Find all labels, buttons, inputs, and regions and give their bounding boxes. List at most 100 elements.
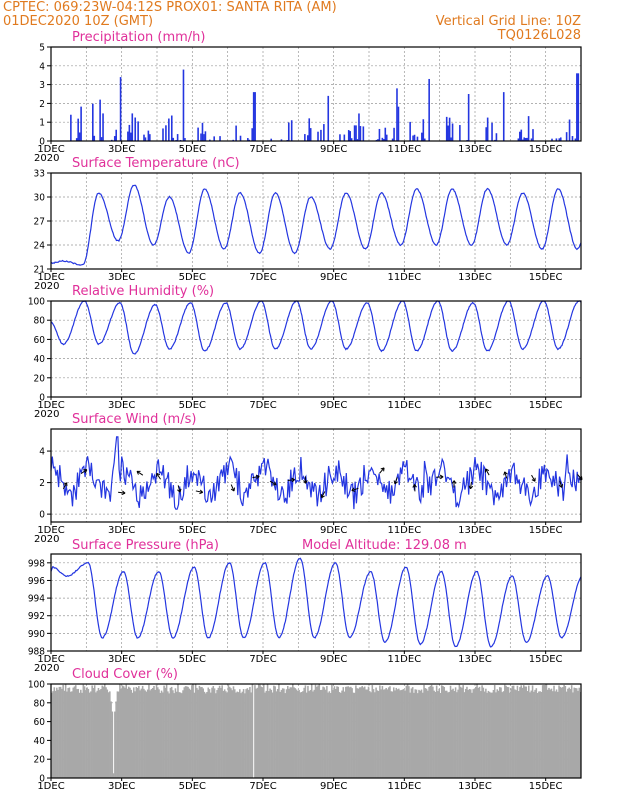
cloud-cover-bar bbox=[406, 684, 409, 778]
cloud-cover-bar bbox=[536, 692, 539, 778]
precipitation-bar bbox=[251, 128, 254, 141]
cloud-cover-bar bbox=[130, 689, 133, 778]
cloud-cover-bar bbox=[339, 692, 342, 778]
precipitation-bar bbox=[75, 138, 78, 141]
cloud-cover-bar bbox=[519, 687, 521, 778]
cloud-cover-bar bbox=[443, 686, 446, 778]
x-tick-label: 7DEC bbox=[249, 272, 276, 283]
cloud-cover-bar bbox=[260, 686, 263, 778]
cloud-cover-bar bbox=[153, 685, 155, 778]
precipitation-bar bbox=[144, 137, 147, 141]
cloud-cover-bar bbox=[280, 689, 283, 778]
cloud-cover-bar bbox=[372, 689, 375, 778]
cloud-cover-bar bbox=[178, 692, 181, 778]
cloud-cover-bar bbox=[540, 691, 543, 778]
cloud-cover-bar bbox=[146, 689, 149, 778]
cloud-cover-bar bbox=[453, 691, 456, 778]
cloud-cover-bar bbox=[549, 689, 552, 778]
precipitation-bar bbox=[397, 106, 400, 141]
cloud-cover-bar bbox=[290, 687, 293, 778]
cloud-cover-bar bbox=[57, 689, 59, 778]
precipitation-bar bbox=[80, 106, 82, 141]
y-tick-label: 20 bbox=[34, 373, 46, 384]
cloud-cover-bar bbox=[472, 689, 475, 778]
cloud-cover-bar bbox=[468, 689, 471, 778]
wind-arrow bbox=[485, 468, 490, 476]
cloud-cover-bar bbox=[144, 690, 146, 778]
cloud-cover-bar bbox=[514, 689, 516, 778]
cloud-cover-bar bbox=[273, 685, 275, 778]
cloud-cover-bar bbox=[122, 686, 125, 778]
cloud-cover-bar bbox=[505, 685, 507, 778]
y-tick-label: 33 bbox=[34, 169, 45, 180]
cloud-cover-bar bbox=[422, 692, 424, 778]
cloud-cover-bar bbox=[376, 690, 379, 778]
x-year-label: 2020 bbox=[34, 281, 59, 292]
x-tick-label: 3DEC bbox=[108, 525, 135, 536]
cloud-cover-bar bbox=[275, 691, 278, 778]
precipitation-bar bbox=[149, 134, 151, 141]
precipitation-bar bbox=[355, 125, 357, 141]
precipitation-bar bbox=[409, 121, 411, 141]
y-tick-label: 60 bbox=[34, 717, 46, 728]
cloud-cover-bar bbox=[507, 687, 510, 778]
cloud-cover-bar bbox=[154, 689, 157, 778]
cloud-cover-bar bbox=[237, 692, 240, 778]
precipitation-bar bbox=[358, 113, 360, 141]
cloud-cover-bar bbox=[558, 685, 560, 778]
x-tick-label: 11DEC bbox=[387, 654, 421, 665]
cloud-cover-bar bbox=[573, 687, 575, 778]
cloud-cover-bar bbox=[384, 689, 386, 778]
precipitation-bar bbox=[102, 113, 104, 141]
pressure-panel: 988 990 992 994 996 998 1DEC 3DEC 5DEC 7DEC 9DEC 11… bbox=[28, 538, 582, 674]
precipitation-bar bbox=[280, 139, 283, 141]
cloud-cover-bar bbox=[394, 690, 396, 778]
precipitation-bar bbox=[130, 132, 132, 141]
x-tick-label: 3DEC bbox=[108, 400, 135, 411]
cloud-cover-bar bbox=[95, 692, 97, 778]
cloud-cover-bar bbox=[207, 687, 210, 778]
precipitation-bar bbox=[353, 125, 356, 141]
cloud-cover-bar bbox=[294, 688, 297, 778]
cloud-cover-bar bbox=[233, 689, 236, 778]
precipitation-bar bbox=[558, 138, 561, 141]
cloud-cover-bar bbox=[241, 691, 244, 778]
cloud-cover-bar bbox=[82, 684, 85, 778]
precipitation-bar bbox=[115, 129, 118, 141]
cloud-cover-bar bbox=[155, 685, 158, 778]
cloud-cover-bar bbox=[184, 686, 187, 778]
cloud-cover-bar bbox=[274, 686, 276, 778]
cloud-cover-bar bbox=[255, 688, 257, 778]
cloud-cover-bar bbox=[112, 773, 115, 778]
cloud-cover-bar bbox=[332, 690, 334, 778]
x-year-label: 2020 bbox=[34, 663, 59, 674]
cloud-cover-bar bbox=[365, 689, 367, 778]
precipitation-bar bbox=[491, 122, 493, 141]
wind-arrow bbox=[303, 476, 308, 484]
precipitation-bar bbox=[428, 78, 430, 141]
x-tick-label: 9DEC bbox=[320, 400, 347, 411]
cloud-cover-bar bbox=[509, 692, 511, 778]
x-tick-label: 11DEC bbox=[387, 781, 421, 792]
wind-arrow bbox=[393, 477, 398, 485]
cloud-cover-bar bbox=[263, 684, 265, 778]
cloud-cover-bar bbox=[347, 686, 350, 778]
precipitation-bar bbox=[396, 88, 398, 141]
cloud-cover-bar bbox=[568, 687, 570, 778]
precipitation-bar bbox=[356, 139, 359, 141]
cloud-cover-bar bbox=[203, 691, 206, 778]
cloud-cover-bar bbox=[228, 686, 231, 778]
x-tick-label: 11DEC bbox=[387, 525, 421, 536]
cloud-cover-bar bbox=[299, 692, 302, 778]
precipitation-bar bbox=[317, 131, 319, 141]
cloud-cover-bar bbox=[333, 686, 336, 778]
precipitation-bar bbox=[502, 92, 505, 141]
cloud-cover-bar bbox=[92, 688, 95, 778]
precipitation-bar bbox=[308, 118, 311, 141]
cloud-cover-bar bbox=[481, 685, 483, 778]
cloud-cover-bar bbox=[379, 685, 381, 778]
precipitation-bar bbox=[359, 126, 362, 141]
cloud-cover-bar bbox=[68, 687, 71, 778]
cloud-cover-bar bbox=[131, 692, 134, 778]
